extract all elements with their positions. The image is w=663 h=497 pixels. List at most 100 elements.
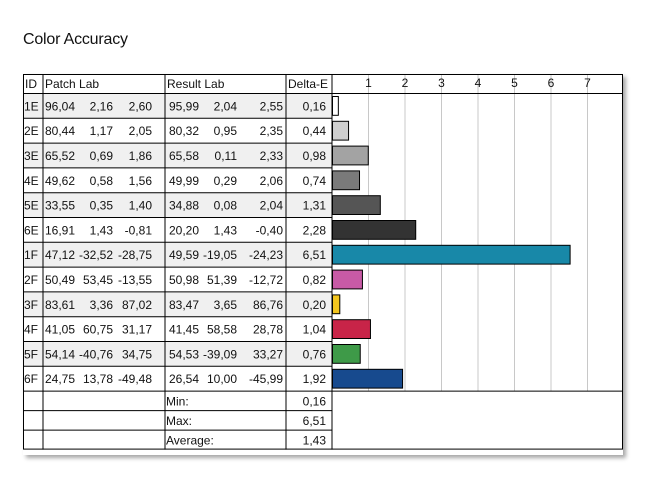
result-b: 2,04 bbox=[260, 199, 284, 213]
result-l: 49,99 bbox=[169, 174, 199, 188]
summary-value: 0,16 bbox=[303, 394, 327, 408]
delta-e-value: 2,28 bbox=[303, 223, 327, 237]
delta-e-value: 0,16 bbox=[303, 99, 327, 113]
delta-e-bar bbox=[332, 96, 339, 116]
patch-l: 16,91 bbox=[45, 223, 75, 237]
summary-label: Min: bbox=[166, 394, 189, 408]
row-id: 6E bbox=[24, 223, 39, 237]
row-id: 3E bbox=[24, 149, 39, 163]
patch-l: 33,55 bbox=[45, 199, 75, 213]
row-stripe bbox=[23, 143, 332, 168]
result-b: -12,72 bbox=[249, 273, 283, 287]
patch-a: 0,69 bbox=[90, 149, 114, 163]
delta-e-bar bbox=[332, 120, 350, 141]
patch-a: 0,58 bbox=[90, 174, 114, 188]
patch-a: 2,16 bbox=[90, 99, 114, 113]
patch-l: 41,05 bbox=[45, 323, 75, 337]
result-a: 58,58 bbox=[207, 323, 237, 337]
result-b: -0,40 bbox=[256, 223, 284, 237]
color-accuracy-chart: 1 2 3 4 5 6 7 ID Patch Lab Result Lab Delta-E 1E 96,… bbox=[23, 74, 623, 450]
patch-l: 49,62 bbox=[45, 174, 75, 188]
patch-l: 65,52 bbox=[45, 149, 75, 163]
patch-a: 3,36 bbox=[90, 298, 114, 312]
tick-label: 6 bbox=[548, 76, 555, 90]
delta-e-bar bbox=[332, 294, 341, 315]
delta-e-value: 0,74 bbox=[303, 174, 327, 188]
result-a: 0,95 bbox=[214, 124, 238, 138]
result-a: 10,00 bbox=[207, 372, 237, 386]
tick-label: 1 bbox=[365, 76, 372, 90]
patch-l: 80,44 bbox=[45, 124, 75, 138]
row-id: 3F bbox=[24, 298, 38, 312]
patch-b: -13,55 bbox=[118, 273, 152, 287]
result-b: 33,27 bbox=[253, 347, 283, 361]
result-b: 2,33 bbox=[260, 149, 284, 163]
result-a: 2,04 bbox=[214, 99, 238, 113]
row-id: 5F bbox=[24, 347, 38, 361]
result-a: 3,65 bbox=[214, 298, 238, 312]
delta-e-value: 1,31 bbox=[303, 199, 327, 213]
header-id: ID bbox=[25, 77, 37, 91]
chart-title: Color Accuracy bbox=[23, 31, 128, 48]
patch-l: 47,12 bbox=[45, 248, 75, 262]
patch-l: 83,61 bbox=[45, 298, 75, 312]
delta-e-bar bbox=[332, 319, 371, 339]
result-a: 51,39 bbox=[207, 273, 237, 287]
patch-a: -40,76 bbox=[79, 347, 113, 361]
result-b: 86,76 bbox=[253, 298, 283, 312]
result-l: 80,32 bbox=[169, 124, 199, 138]
result-l: 26,54 bbox=[169, 372, 199, 386]
delta-e-value: 0,82 bbox=[303, 273, 327, 287]
patch-b: -49,48 bbox=[118, 372, 152, 386]
result-l: 50,98 bbox=[169, 273, 199, 287]
tick-label: 4 bbox=[475, 76, 482, 90]
result-l: 20,20 bbox=[169, 223, 199, 237]
row-stripe bbox=[23, 242, 332, 268]
delta-e-value: 1,92 bbox=[303, 372, 327, 386]
patch-l: 24,75 bbox=[45, 372, 75, 386]
patch-l: 50,49 bbox=[45, 273, 75, 287]
color-accuracy-table: 1 2 3 4 5 6 7 ID Patch Lab Result Lab Delta-E 1E 96,… bbox=[23, 74, 623, 455]
patch-a: 53,45 bbox=[83, 273, 113, 287]
patch-b: -28,75 bbox=[118, 248, 152, 262]
delta-e-value: 0,76 bbox=[303, 347, 327, 361]
tick-label: 3 bbox=[438, 76, 445, 90]
header-result-lab: Result Lab bbox=[167, 77, 225, 91]
row-id: 5E bbox=[24, 199, 39, 213]
row-id: 1E bbox=[24, 99, 39, 113]
delta-e-value: 0,98 bbox=[303, 149, 327, 163]
delta-e-value: 1,04 bbox=[303, 323, 327, 337]
result-b: 2,55 bbox=[260, 99, 284, 113]
delta-e-value: 0,20 bbox=[303, 298, 327, 312]
result-a: 0,29 bbox=[214, 174, 238, 188]
header-patch-lab: Patch Lab bbox=[45, 77, 99, 91]
patch-a: 60,75 bbox=[83, 323, 113, 337]
result-a: 0,11 bbox=[215, 149, 238, 163]
result-b: -45,99 bbox=[249, 372, 283, 386]
result-b: 2,06 bbox=[260, 174, 284, 188]
result-a: -19,05 bbox=[203, 248, 237, 262]
tick-label: 7 bbox=[584, 76, 591, 90]
row-id: 1F bbox=[24, 248, 38, 262]
result-b: -24,23 bbox=[249, 248, 283, 262]
result-l: 95,99 bbox=[169, 99, 199, 113]
patch-b: 87,02 bbox=[122, 298, 152, 312]
tick-label: 2 bbox=[402, 76, 409, 90]
patch-b: 31,17 bbox=[122, 323, 152, 337]
summary-label: Average: bbox=[166, 433, 214, 447]
row-id: 4E bbox=[24, 174, 39, 188]
result-l: 34,88 bbox=[169, 199, 199, 213]
delta-e-value: 0,44 bbox=[303, 124, 327, 138]
row-stripe bbox=[23, 93, 332, 119]
patch-b: 1,86 bbox=[129, 149, 153, 163]
result-b: 2,35 bbox=[260, 124, 284, 138]
delta-e-bar bbox=[332, 244, 571, 265]
result-a: -39,09 bbox=[203, 347, 237, 361]
patch-a: 13,78 bbox=[83, 372, 113, 386]
result-a: 0,08 bbox=[214, 199, 238, 213]
patch-b: 2,60 bbox=[129, 99, 153, 113]
patch-a: 0,35 bbox=[90, 199, 114, 213]
row-id: 2F bbox=[24, 273, 38, 287]
result-l: 49,59 bbox=[169, 248, 199, 262]
delta-e-bar bbox=[332, 269, 363, 290]
